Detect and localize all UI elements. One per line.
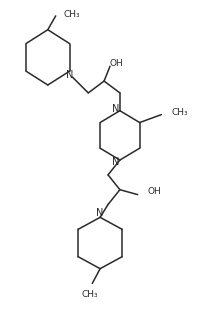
Text: OH: OH — [148, 187, 161, 196]
Text: N: N — [112, 104, 120, 114]
Text: N: N — [112, 157, 120, 167]
Text: N: N — [96, 208, 104, 218]
Text: OH: OH — [109, 59, 123, 68]
Text: CH₃: CH₃ — [64, 11, 80, 19]
Text: N: N — [66, 70, 73, 80]
Text: CH₃: CH₃ — [82, 290, 99, 299]
Text: CH₃: CH₃ — [171, 108, 188, 117]
